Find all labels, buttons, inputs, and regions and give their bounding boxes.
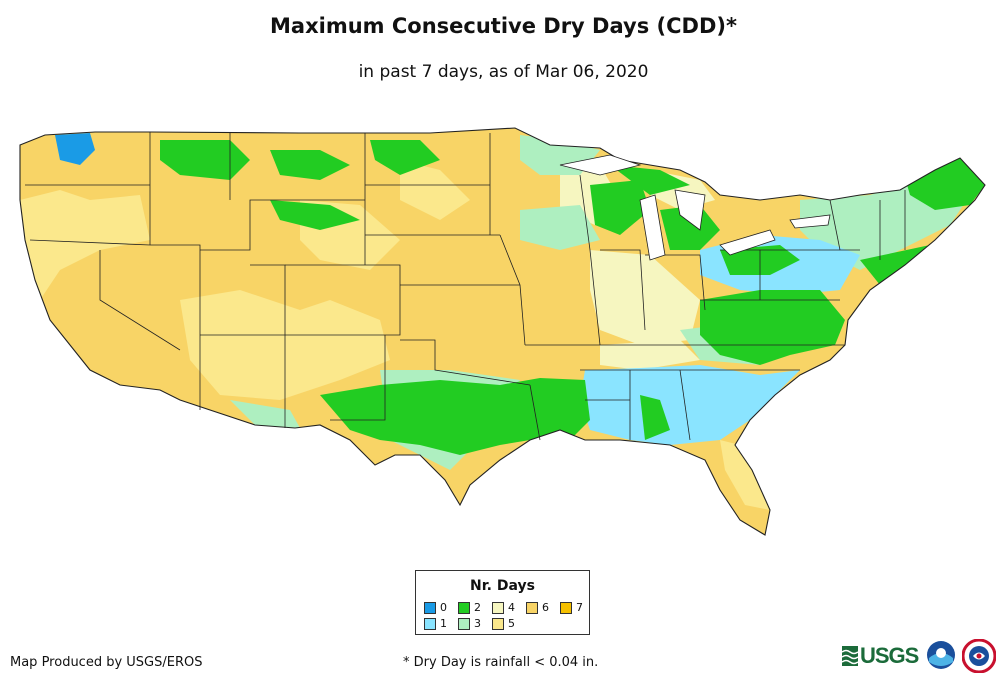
legend-label: 4 (508, 601, 515, 614)
dry-day-footnote: * Dry Day is rainfall < 0.04 in. (403, 655, 599, 670)
legend-item-1: 1 (424, 618, 447, 630)
legend-swatch (458, 602, 470, 614)
great-lakes (559, 154, 831, 261)
legend-item-4: 4 (492, 602, 515, 614)
usgs-wave-icon (842, 646, 858, 666)
legend-item-2: 2 (458, 602, 481, 614)
legend-swatch (526, 602, 538, 614)
legend-item-0: 0 (424, 602, 447, 614)
region-0-days (55, 133, 95, 165)
nws-logo-icon (962, 639, 996, 673)
legend-swatch (492, 602, 504, 614)
map-credit: Map Produced by USGS/EROS (10, 655, 203, 670)
legend-item-7: 7 (560, 602, 583, 614)
usgs-wordmark: USGS (860, 643, 919, 668)
legend-label: 6 (542, 601, 549, 614)
legend-box: Nr. Days 0 1 2 3 4 5 6 7 (415, 570, 590, 635)
legend-item-3: 3 (458, 618, 481, 630)
legend-swatch (424, 618, 436, 630)
legend-item-6: 6 (526, 602, 549, 614)
legend-label: 0 (440, 601, 447, 614)
legend-swatch (560, 602, 572, 614)
legend-label: 2 (474, 601, 481, 614)
usgs-logo: USGS (842, 641, 919, 671)
legend-swatch (492, 618, 504, 630)
map-subtitle: in past 7 days, as of Mar 06, 2020 (358, 62, 649, 82)
legend-item-5: 5 (492, 618, 515, 630)
map-title: Maximum Consecutive Dry Days (CDD)* (270, 14, 737, 38)
legend-title: Nr. Days (470, 578, 535, 594)
us-landmass (20, 128, 985, 535)
legend-swatch (458, 618, 470, 630)
legend-label: 5 (508, 617, 515, 630)
legend-label: 3 (474, 617, 481, 630)
legend-label: 7 (576, 601, 583, 614)
legend-swatch (424, 602, 436, 614)
legend-label: 1 (440, 617, 447, 630)
noaa-logo-icon (927, 641, 955, 669)
